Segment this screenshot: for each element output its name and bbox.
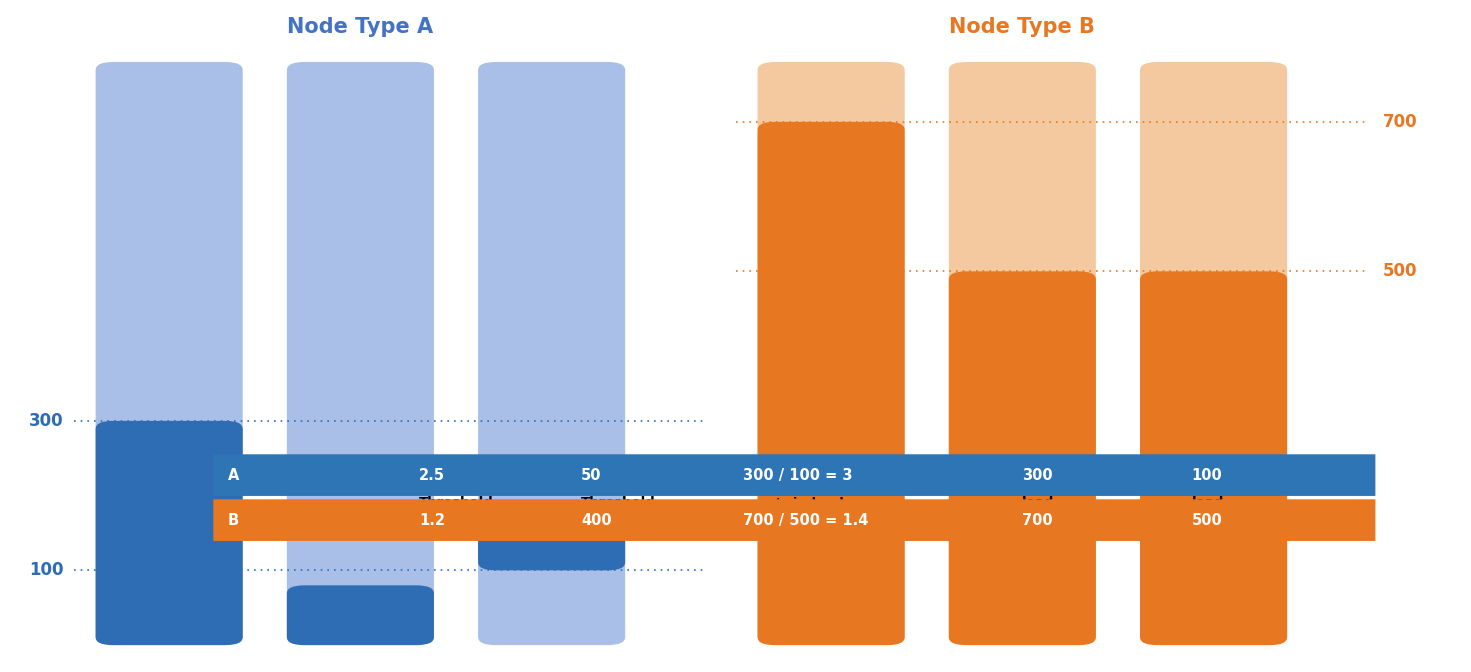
FancyBboxPatch shape	[949, 271, 1096, 645]
Text: Minimum
load: Minimum load	[1192, 480, 1261, 509]
Text: B: B	[228, 513, 240, 528]
Text: 700 / 500 = 1.4: 700 / 500 = 1.4	[743, 513, 868, 528]
Text: 700: 700	[1022, 513, 1053, 528]
Text: 100: 100	[1192, 468, 1222, 482]
Text: 300: 300	[1022, 468, 1053, 482]
Text: 100: 100	[29, 561, 63, 579]
FancyBboxPatch shape	[478, 62, 625, 645]
FancyBboxPatch shape	[96, 421, 243, 645]
FancyBboxPatch shape	[949, 62, 1096, 645]
Text: Maximum
load: Maximum load	[1022, 480, 1094, 509]
FancyBboxPatch shape	[213, 499, 1375, 541]
Text: Node Type B: Node Type B	[949, 17, 1096, 37]
FancyBboxPatch shape	[287, 62, 434, 645]
Text: 300 / 100 = 3: 300 / 100 = 3	[743, 468, 852, 482]
FancyBboxPatch shape	[758, 62, 905, 645]
Text: Ratio of
max/min load: Ratio of max/min load	[743, 480, 844, 509]
Text: 300: 300	[28, 412, 63, 430]
FancyBboxPatch shape	[96, 62, 243, 645]
FancyBboxPatch shape	[287, 585, 434, 645]
Text: A: A	[228, 468, 240, 482]
FancyBboxPatch shape	[213, 454, 1375, 496]
Text: 50: 50	[581, 468, 602, 482]
Text: 2.5: 2.5	[419, 468, 446, 482]
Text: Balancing
Threshold: Balancing Threshold	[419, 480, 494, 509]
Text: 400: 400	[581, 513, 612, 528]
Text: Activity
Threshold: Activity Threshold	[581, 480, 656, 509]
Text: 500: 500	[1383, 262, 1417, 280]
Text: 700: 700	[1383, 113, 1418, 131]
Text: 500: 500	[1192, 513, 1222, 528]
FancyBboxPatch shape	[1140, 62, 1287, 645]
Text: 1.2: 1.2	[419, 513, 446, 528]
FancyBboxPatch shape	[758, 122, 905, 645]
FancyBboxPatch shape	[478, 533, 625, 571]
FancyBboxPatch shape	[1140, 271, 1287, 645]
Text: Node Type A: Node Type A	[287, 17, 434, 37]
